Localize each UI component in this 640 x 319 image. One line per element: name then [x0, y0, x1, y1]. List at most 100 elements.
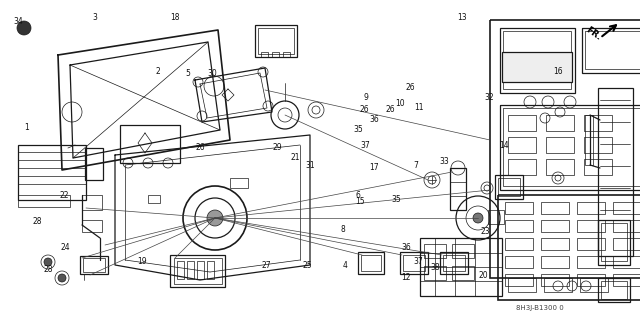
Bar — [613, 220, 640, 232]
Bar — [544, 278, 572, 292]
Circle shape — [473, 213, 483, 223]
Bar — [120, 125, 180, 163]
Bar — [82, 195, 102, 210]
Bar — [83, 258, 105, 272]
Text: 26: 26 — [405, 84, 415, 93]
Text: 13: 13 — [457, 13, 467, 23]
Text: 24: 24 — [60, 243, 70, 253]
Bar — [505, 202, 533, 214]
Text: 11: 11 — [414, 103, 424, 113]
Bar — [577, 274, 605, 286]
Text: 29: 29 — [272, 144, 282, 152]
Bar — [613, 238, 640, 250]
Bar — [498, 178, 520, 196]
Text: 10: 10 — [395, 99, 405, 108]
Bar — [170, 255, 225, 287]
Bar — [358, 252, 384, 274]
Text: 19: 19 — [137, 257, 147, 266]
Bar — [443, 255, 465, 271]
Text: 25: 25 — [302, 261, 312, 270]
Bar — [230, 178, 248, 188]
Bar — [503, 108, 640, 186]
Text: 37: 37 — [360, 140, 370, 150]
Text: 14: 14 — [499, 140, 509, 150]
Bar — [577, 256, 605, 268]
Bar — [272, 52, 279, 57]
Text: 1: 1 — [24, 123, 29, 132]
Text: FR.: FR. — [584, 26, 602, 42]
Text: 17: 17 — [369, 164, 379, 173]
Bar — [584, 159, 612, 175]
Bar — [500, 28, 575, 93]
Text: 23: 23 — [480, 227, 490, 236]
Bar — [503, 31, 571, 89]
Bar — [261, 52, 268, 57]
Text: 21: 21 — [291, 153, 300, 162]
Bar — [546, 159, 574, 175]
Bar — [505, 238, 533, 250]
Bar — [440, 252, 468, 274]
Bar — [255, 25, 297, 57]
Text: 4: 4 — [342, 261, 348, 270]
Bar — [452, 266, 474, 280]
Bar — [584, 115, 612, 131]
Bar — [541, 256, 569, 268]
Text: 12: 12 — [401, 273, 411, 283]
Text: 3: 3 — [93, 13, 97, 23]
Bar — [601, 281, 627, 299]
Bar — [546, 115, 574, 131]
Bar — [197, 261, 204, 279]
Bar — [613, 274, 640, 286]
Bar — [258, 28, 294, 54]
Bar — [174, 258, 222, 284]
Text: 37: 37 — [413, 257, 423, 266]
Circle shape — [44, 258, 52, 266]
Bar — [18, 195, 70, 207]
Bar — [424, 244, 446, 258]
Text: 36: 36 — [401, 243, 411, 253]
Text: 9: 9 — [364, 93, 369, 102]
Bar — [498, 195, 640, 300]
Text: 26: 26 — [359, 106, 369, 115]
Bar — [598, 220, 630, 265]
Text: 32: 32 — [484, 93, 494, 102]
Bar — [508, 159, 536, 175]
Bar — [424, 266, 446, 280]
Bar — [177, 261, 184, 279]
Text: 26: 26 — [385, 106, 395, 115]
Bar — [505, 220, 533, 232]
Bar — [490, 20, 640, 278]
Bar — [541, 238, 569, 250]
Text: 20: 20 — [478, 271, 488, 279]
Bar — [598, 88, 633, 256]
Bar — [584, 137, 612, 153]
Text: 18: 18 — [170, 13, 180, 23]
Bar — [85, 148, 103, 180]
Bar — [502, 52, 572, 82]
Bar — [585, 115, 593, 165]
Text: 27: 27 — [261, 261, 271, 270]
Bar — [508, 278, 536, 292]
Bar — [505, 256, 533, 268]
Bar — [403, 255, 425, 271]
Text: 16: 16 — [553, 68, 563, 77]
Bar — [546, 137, 574, 153]
Bar — [598, 278, 630, 302]
Text: 35: 35 — [391, 196, 401, 204]
Bar — [187, 261, 194, 279]
Text: 22: 22 — [60, 190, 68, 199]
Text: 8: 8 — [340, 226, 346, 234]
Bar — [452, 244, 474, 258]
Circle shape — [17, 21, 31, 35]
Text: 28: 28 — [32, 218, 42, 226]
Text: 35: 35 — [353, 125, 363, 135]
Text: 38: 38 — [430, 263, 440, 272]
Bar — [500, 105, 640, 190]
Text: 15: 15 — [355, 197, 365, 206]
Text: 5: 5 — [186, 69, 191, 78]
Text: 33: 33 — [439, 158, 449, 167]
Bar — [508, 115, 536, 131]
Bar — [508, 137, 536, 153]
Bar — [580, 278, 608, 292]
Bar — [577, 202, 605, 214]
